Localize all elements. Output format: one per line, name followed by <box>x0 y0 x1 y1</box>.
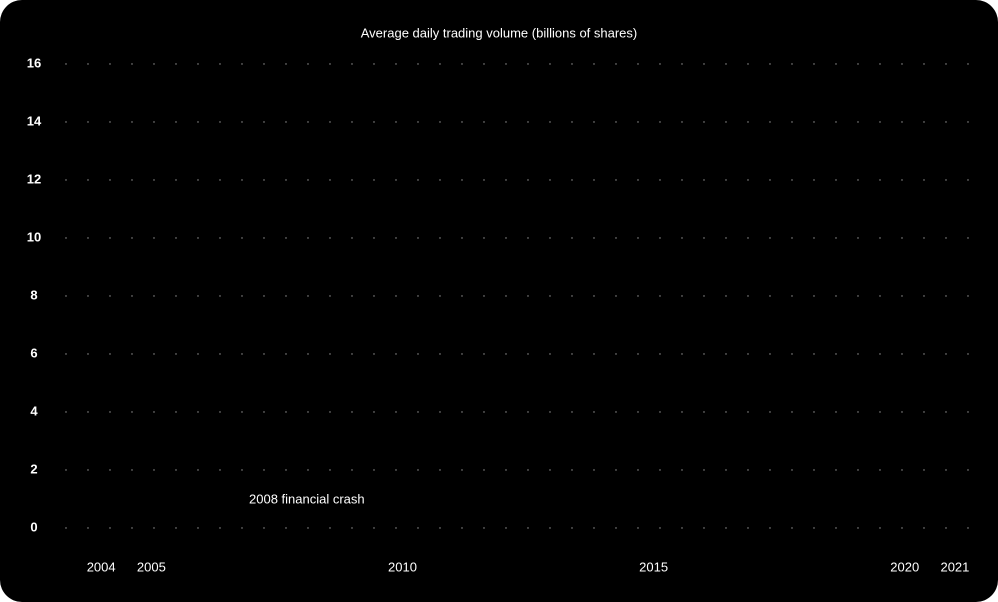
y-tick-label: 16 <box>27 55 41 70</box>
y-tick-label: 8 <box>30 287 37 302</box>
x-tick-label: 2005 <box>137 559 166 574</box>
y-tick-label: 12 <box>27 171 41 186</box>
y-tick-label: 6 <box>30 345 37 360</box>
annotation: 2008 financial crash <box>249 491 365 506</box>
y-tick-label: 4 <box>30 403 38 418</box>
x-tick-label: 2021 <box>940 559 969 574</box>
y-tick-label: 2 <box>30 461 37 476</box>
y-tick-label: 0 <box>30 519 37 534</box>
x-tick-label: 2004 <box>87 559 116 574</box>
x-tick-label: 2015 <box>639 559 668 574</box>
x-tick-label: 2010 <box>388 559 417 574</box>
y-tick-label: 14 <box>27 113 42 128</box>
y-tick-label: 10 <box>27 229 41 244</box>
x-tick-label: 2020 <box>890 559 919 574</box>
chart-title: Average daily trading volume (billions o… <box>361 25 638 40</box>
